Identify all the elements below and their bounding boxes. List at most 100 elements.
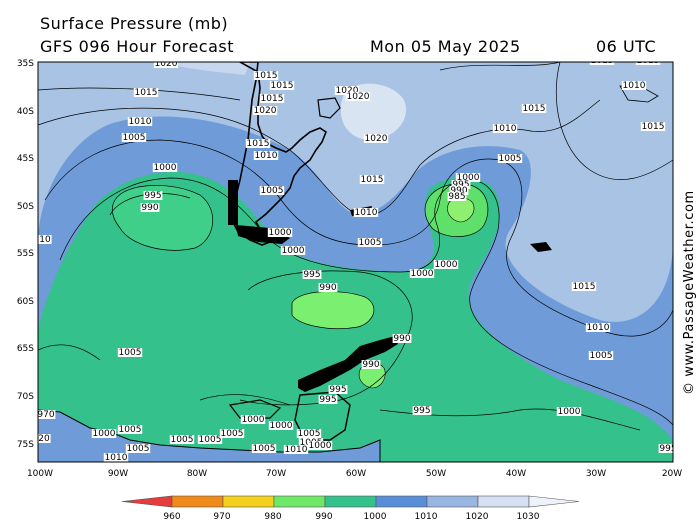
isobar-label: 1000 <box>242 415 265 425</box>
isobar-label-bg <box>253 151 279 160</box>
legend-cell <box>477 495 530 508</box>
isobar-label: 1015 <box>247 139 270 149</box>
isobar-label-bg <box>328 385 348 394</box>
isobar-label: 1005 <box>119 425 142 435</box>
band-1020-north <box>160 62 250 75</box>
isobar-label: 1015 <box>361 175 384 185</box>
isobar-label-bg <box>412 406 432 415</box>
isobar-label-bg <box>521 104 547 113</box>
lat-label: 50S <box>17 202 34 212</box>
watermark: © www.PassageWeather.com <box>682 190 697 395</box>
isobar-label-bg <box>492 124 518 133</box>
isobar-label-bg <box>296 429 322 438</box>
isobar-label: 1005 <box>499 154 522 164</box>
isobar-label-bg <box>658 444 673 453</box>
isobar-label-bg <box>585 323 611 332</box>
legend-arrow-low <box>121 495 173 508</box>
isobar-label-bg <box>280 246 306 255</box>
isobar-label-bg <box>125 444 151 453</box>
isobar-label: 1005 <box>119 348 142 358</box>
isobar-label: 990 <box>393 334 410 344</box>
isobars <box>38 62 673 431</box>
isobar-label-bg <box>245 139 271 148</box>
forecast-date: Mon 05 May 2025 <box>370 37 521 56</box>
isobar-label-bg <box>283 445 309 454</box>
isobar-label: 1000 <box>558 407 581 417</box>
legend-ticks: 960 970 980 990 1000 1010 1020 1030 <box>163 512 539 522</box>
isobar-label: 1010 <box>355 208 378 218</box>
isobar-label: 990 <box>141 203 158 213</box>
isobar-label-bg <box>588 351 614 360</box>
isobar-label: 1005 <box>127 444 150 454</box>
land <box>38 62 659 462</box>
legend-arrow-high <box>528 495 580 508</box>
isobar-label-bg <box>635 62 661 65</box>
isobar-label: 1005 <box>359 238 382 248</box>
isobar-label: 970 <box>37 410 54 420</box>
isobar-label: 1010 <box>129 117 152 127</box>
isobar-label: 1020 <box>336 86 359 96</box>
isobar-label-bg <box>251 444 277 453</box>
low-990-center <box>291 291 375 330</box>
isobar-label-bg <box>392 334 412 343</box>
isobar-label: 20 <box>38 434 50 444</box>
lon-label: 70W <box>266 469 286 479</box>
isobar-label: 1000 <box>154 163 177 173</box>
isobar-label-bg <box>38 235 52 244</box>
isobar-label-bg <box>253 71 279 80</box>
lon-label: 80W <box>187 469 207 479</box>
isobar-label: 995 <box>452 180 469 190</box>
isobar-label-bg <box>169 435 195 444</box>
isobar-labels: 1020101510151015102010201020102010151010… <box>37 56 676 462</box>
isobar-label-bg <box>409 269 435 278</box>
isobar-label: 995 <box>659 444 676 454</box>
latitude-axis: 35S 40S 45S 50S 55S 60S 65S 70S 75S <box>17 59 34 450</box>
isobar-label: 1010 <box>494 124 517 134</box>
isobar-label-bg <box>318 283 338 292</box>
isobar-label-bg <box>449 186 469 195</box>
isobar-label: 1010 <box>623 81 646 91</box>
lon-label: 40W <box>506 469 526 479</box>
lat-label: 70S <box>17 392 34 402</box>
legend-cell <box>375 495 428 508</box>
lon-label: 50W <box>426 469 446 479</box>
isobar-label-bg <box>140 203 160 212</box>
lon-label: 100W <box>27 469 53 479</box>
isobar-label-bg <box>357 238 383 247</box>
lat-label: 60S <box>17 297 34 307</box>
isobar-label: 1015 <box>637 56 660 66</box>
isobar-label: 1000 <box>93 429 116 439</box>
isobar-label-bg <box>117 425 143 434</box>
isobar-label: 1005 <box>221 429 244 439</box>
isobar-label: 1015 <box>591 56 614 66</box>
legend-cell <box>324 495 377 508</box>
isobar-label: 1020 <box>254 106 277 116</box>
isobar-label-bg <box>556 407 582 416</box>
pressure-legend: 960 970 980 990 1000 1010 1020 1030 <box>121 495 580 522</box>
isobar-label: 1000 <box>435 260 458 270</box>
legend-cell <box>426 495 479 508</box>
isobar-label: 1000 <box>411 269 434 279</box>
isobar-label: 1020 <box>365 134 388 144</box>
isobar-label-bg <box>361 360 381 369</box>
lat-label: 40S <box>17 107 34 117</box>
isobar-label: 1005 <box>590 351 613 361</box>
lat-label: 55S <box>17 249 34 259</box>
isobar-label-bg <box>640 122 666 131</box>
legend-tick: 1010 <box>415 512 438 522</box>
forecast-subtitle: GFS 096 Hour Forecast <box>40 37 235 56</box>
legend-cell <box>222 495 275 508</box>
isobar-label-bg <box>240 415 266 424</box>
isobar-label-bg <box>307 441 333 450</box>
legend-cell <box>171 495 224 508</box>
isobar-label-bg <box>103 453 129 462</box>
isobar-label: 990 <box>362 360 379 370</box>
lon-label: 30W <box>586 469 606 479</box>
isobar-label-bg <box>121 133 147 142</box>
isobar-label: 1000 <box>457 173 480 183</box>
isobar-label: 1005 <box>199 435 222 445</box>
isobar-label-bg <box>259 94 285 103</box>
lon-label: 90W <box>108 469 128 479</box>
isobar-label: 995 <box>413 406 430 416</box>
isobar-label: 990 <box>450 186 467 196</box>
